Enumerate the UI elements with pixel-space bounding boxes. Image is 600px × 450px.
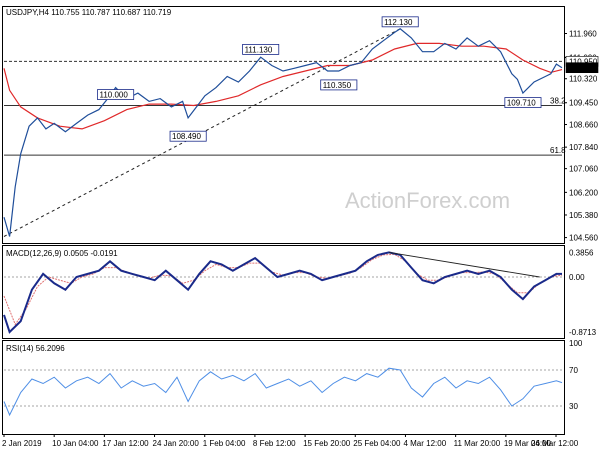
- rsi-layer: [3, 367, 563, 417]
- macd-panel-frame: [2, 245, 565, 339]
- x-tick-label: 10 Jan 04:00: [52, 439, 99, 448]
- x-tick-label: 4 Mar 12:00: [403, 439, 446, 448]
- price-annotation-label: 110.350: [323, 81, 352, 90]
- macd-y-tick-label: 0.00: [569, 273, 585, 282]
- price-y-tick-label: 104.560: [569, 234, 598, 243]
- price-layer: 38.2 61.8 112.130 111.130 110.000 110.350 108.…: [3, 16, 566, 237]
- macd-line: [3, 251, 562, 334]
- x-tick-label: 1 Feb 04:00: [203, 439, 246, 448]
- sma-line: [3, 42, 563, 130]
- chart-title: USDJPY,H4 110.755 110.787 110.687 110.71…: [6, 8, 172, 17]
- x-tick-label: 15 Feb 20:00: [303, 439, 351, 448]
- rsi-y-tick-label: 30: [569, 402, 578, 411]
- price-annotation-box: [381, 16, 419, 28]
- rsi-label: RSI(14) 56.2096: [6, 344, 65, 353]
- x-tick-label: 2 Jan 2019: [2, 439, 42, 448]
- price-annotation-box: [97, 89, 135, 100]
- last-close-tag-box: [565, 62, 599, 74]
- rsi-y-tick-label: 100: [569, 339, 583, 348]
- rsi-y-tick-label: 70: [569, 366, 578, 375]
- price-annotation-box: [320, 79, 358, 91]
- price-annotation-box: [169, 130, 207, 142]
- fib-level-label: 61.8: [550, 146, 566, 155]
- current-level-tag: 110.950: [569, 57, 598, 66]
- price-y-tick-label: 105.380: [569, 211, 598, 220]
- price-y-tick-label: 107.840: [569, 143, 598, 152]
- x-tick-label: 8 Feb 12:00: [253, 439, 296, 448]
- fib-level-label: 38.2: [550, 96, 566, 105]
- macd-signal-line: [3, 253, 563, 326]
- macd-layer: [3, 251, 563, 334]
- x-tick-label: 17 Jan 12:00: [102, 439, 149, 448]
- price-annotation-label: 108.490: [172, 132, 201, 141]
- price-annotation-box: [242, 44, 280, 55]
- macd-label: MACD(12,26,9) 0.0505 -0.0191: [6, 249, 118, 258]
- price-y-tick-label: 109.450: [569, 99, 598, 108]
- x-tick-label: 19 Mar 04:00: [504, 439, 552, 448]
- macd-y-tick-label: -0.8713: [569, 328, 597, 337]
- macd-y-tick-label: 0.3856: [569, 249, 594, 258]
- price-line: [3, 28, 563, 237]
- price-y-tick-label: 107.060: [569, 165, 598, 174]
- x-tick-label: 11 Mar 20:00: [454, 439, 501, 448]
- price-y-tick-label: 111.960: [569, 30, 597, 39]
- price-annotation-label: 112.130: [384, 18, 413, 27]
- rsi-line: [3, 367, 563, 417]
- x-tick-label: 25 Feb 04:00: [353, 439, 401, 448]
- macd-trendline: [388, 251, 540, 278]
- price-annotation-box: [504, 97, 542, 108]
- x-tick-label: 26 Mar 12:00: [531, 439, 579, 448]
- price-annotation-label: 111.130: [245, 45, 273, 54]
- watermark: ActionForex.com: [345, 188, 510, 213]
- price-annotation-label: 109.710: [507, 99, 536, 108]
- price-y-tick-label: 108.660: [569, 121, 598, 130]
- price-annotation-label: 110.000: [100, 91, 129, 100]
- rsi-panel-frame: [2, 340, 565, 435]
- x-tick-label: 24 Jan 20:00: [153, 439, 200, 448]
- price-y-tick-label: 110.320: [569, 75, 598, 84]
- axis-layer: 111.960111.090110.320109.450108.660107.8…: [2, 30, 598, 448]
- price-y-tick-label: 106.200: [569, 188, 598, 197]
- last-close-tag: 110.719: [569, 64, 598, 73]
